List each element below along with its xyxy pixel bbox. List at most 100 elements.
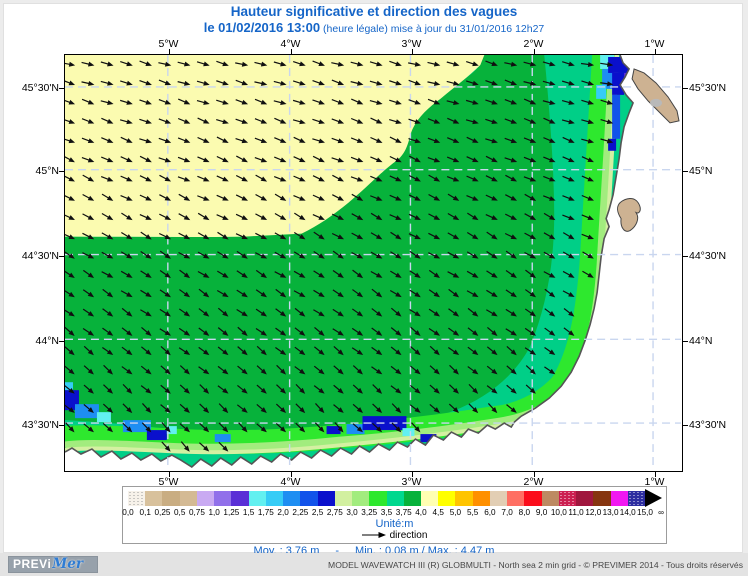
scale-value: 4,0 (415, 508, 427, 517)
update-info: (heure légale) mise à jour du 31/01/2016… (320, 23, 545, 35)
shore-patch (420, 434, 437, 443)
land (65, 55, 681, 470)
scale-value: 0,5 (173, 508, 186, 517)
shore-patch (146, 430, 167, 441)
shore-patch (608, 138, 617, 151)
scale-value: 4,5 (432, 508, 444, 517)
tick (654, 472, 656, 477)
scale-segment (231, 491, 249, 506)
scale-segment (489, 491, 508, 506)
lon-label-top: 1°W (644, 38, 665, 50)
scale-value: 11,0 (568, 508, 584, 517)
lon-label-top: 4°W (280, 38, 301, 50)
scale-value: 3,25 (361, 508, 378, 517)
tick (411, 472, 413, 477)
scale-segment (162, 491, 180, 506)
scale-value: 14,0 (619, 508, 636, 517)
scale-segment (558, 491, 577, 506)
scale-value: 12,0 (585, 508, 602, 517)
lat-label-right: 44°30'N (689, 249, 727, 262)
tick (683, 424, 688, 426)
lon-label-top: 2°W (523, 38, 544, 50)
scale-value: 10,0 (550, 508, 567, 517)
scale-segment (369, 491, 387, 506)
scale-value: 2,0 (277, 508, 289, 517)
tick (290, 472, 292, 477)
tick (168, 49, 170, 54)
tick (683, 255, 688, 257)
direction-label: direction (389, 530, 428, 541)
scale-segment (472, 491, 490, 506)
tick (59, 255, 64, 257)
scale-segment (265, 491, 284, 506)
lon-label-bottom: 4°W (280, 476, 301, 488)
scale-segment (196, 491, 215, 506)
lagoon (650, 98, 663, 107)
shore-patch (612, 94, 621, 139)
stats-separator: - (335, 545, 340, 557)
scale-value: 7,0 (501, 508, 513, 517)
lon-label-top: 5°W (158, 38, 179, 50)
scale-segment (386, 491, 404, 506)
lat-label-right: 45°N (689, 164, 713, 177)
scale-value: 2,25 (292, 508, 309, 517)
scale-segment (317, 491, 335, 506)
wave-map (64, 54, 683, 472)
scale-segment (438, 491, 456, 506)
lat-label-left: 45°N (35, 164, 59, 177)
lon-label-bottom: 3°W (401, 476, 422, 488)
scale-value: 3,5 (380, 508, 393, 517)
shore-patch (166, 426, 177, 435)
shore-patch (612, 72, 625, 95)
coastal-band-3m (65, 55, 618, 453)
scale-segment (507, 491, 525, 506)
scale-segment (248, 491, 266, 506)
scale-segment (576, 491, 594, 506)
scale-value: 5,0 (449, 508, 462, 517)
wave-region-3.75-4m (65, 55, 555, 437)
direction-arrow-icon (361, 532, 386, 538)
scale-value: 3,0 (346, 508, 358, 517)
scale-value: 2,75 (326, 508, 343, 517)
scale-value: 0,75 (188, 508, 205, 517)
land-peninsula (631, 68, 680, 124)
scale-value: 3,75 (395, 508, 412, 517)
page-title: Hauteur significative et direction des v… (230, 4, 518, 19)
lat-label-left: 44°30'N (21, 249, 59, 262)
wave-region-4-4.5m (65, 55, 485, 238)
scale-segment (627, 491, 646, 506)
color-scale-bar (128, 491, 646, 506)
scale-segment (179, 491, 197, 506)
footer-bar: PREViMer MODEL WAVEWATCH III (R) GLOBMUL… (0, 553, 748, 576)
land-blob (617, 198, 641, 232)
tick (683, 170, 688, 172)
scale-segment (455, 491, 473, 506)
tick (59, 424, 64, 426)
tick (59, 87, 64, 89)
scale-value: 15,0 (637, 508, 653, 517)
shore-patch (74, 404, 99, 419)
coastal-band-3.25m (65, 55, 617, 455)
tick (411, 49, 413, 54)
scale-segment (300, 491, 318, 506)
lon-label-top: 3°W (401, 38, 422, 50)
scale-segment (128, 491, 146, 506)
legend: 0,0 0,1 0,25 0,5 0,75 1,0 1,25 1,5 1,75 2,0 2,25 2,… (122, 486, 667, 544)
shore-patch (402, 428, 415, 437)
scale-value: 0,1 (139, 508, 151, 517)
shore-patch (65, 382, 73, 391)
previmer-logo: PREViMer (8, 556, 98, 573)
scale-segment (214, 491, 232, 506)
scale-value: 1,5 (242, 508, 255, 517)
scale-value: 13,0 (602, 508, 619, 517)
tick (168, 472, 170, 477)
lat-label-right: 43°30'N (689, 418, 727, 431)
page-subtitle: le 01/02/2016 13:00 (heure légale) mise … (0, 20, 748, 35)
tick (654, 49, 656, 54)
lat-label-left: 44°N (35, 334, 59, 347)
land-features (617, 68, 680, 232)
shore-patch (602, 68, 615, 89)
unit-label: Unité:m (375, 518, 414, 530)
lon-label-bottom: 1°W (644, 476, 665, 488)
